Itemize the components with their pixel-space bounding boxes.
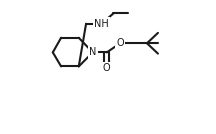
Text: O: O — [116, 38, 124, 48]
Text: O: O — [103, 63, 111, 73]
Text: N: N — [89, 47, 97, 57]
Text: NH: NH — [94, 19, 109, 29]
